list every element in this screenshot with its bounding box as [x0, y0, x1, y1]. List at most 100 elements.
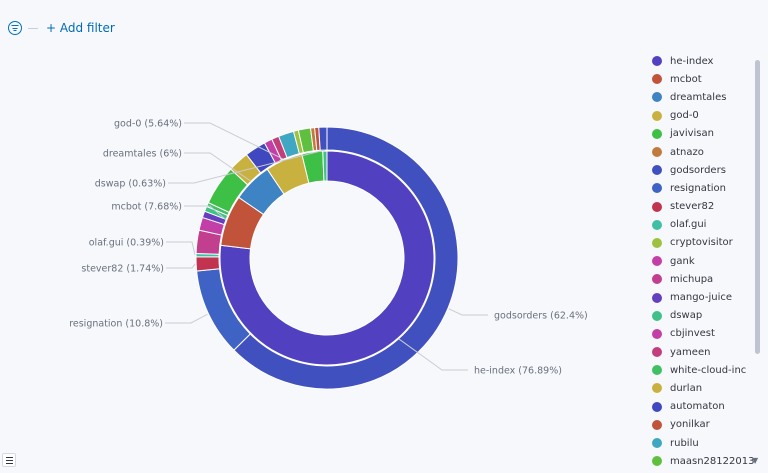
- inner-slice-dswap[interactable]: [322, 150, 328, 182]
- leader-line-olaf-gui: [166, 241, 196, 256]
- legend-label: stever82: [670, 201, 715, 213]
- legend-swatch: [652, 92, 662, 103]
- callout-label-dswap: dswap (0.63%): [95, 179, 166, 190]
- legend-label: dswap: [670, 310, 703, 322]
- legend-label: mango-juice: [670, 292, 733, 304]
- outer-slice-stever82[interactable]: [195, 256, 221, 272]
- legend-item-maasn28122013[interactable]: maasn28122013: [652, 452, 754, 470]
- legend-swatch: [652, 347, 662, 358]
- legend-item-automaton[interactable]: automaton: [652, 398, 748, 416]
- legend-item-cryptovisitor[interactable]: cryptovisitor: [652, 234, 748, 252]
- legend-swatch: [652, 310, 662, 321]
- legend-swatch: [652, 456, 662, 467]
- filter-divider: [28, 27, 38, 29]
- leader-line-mcbot: [184, 205, 227, 221]
- legend-label: durlan: [670, 382, 703, 394]
- filter-bar: + Add filter: [8, 18, 115, 38]
- legend-swatch: [652, 292, 662, 303]
- legend-item-rubilu[interactable]: rubilu: [652, 434, 748, 452]
- callout-label-olaf-gui: olaf.gui (0.39%): [89, 238, 164, 249]
- outer-slice-godsorders[interactable]: [318, 126, 328, 151]
- legend-label: yonilkar: [670, 419, 710, 431]
- leader-line-godsorders: [448, 308, 488, 316]
- legend-swatch: [652, 419, 662, 430]
- legend-item-god-0[interactable]: god-0: [652, 107, 748, 125]
- chevron-down-icon[interactable]: ▼: [752, 456, 759, 465]
- legend-item-dreamtales[interactable]: dreamtales: [652, 88, 748, 106]
- leader-line-god-0: [184, 122, 284, 160]
- legend-item-durlan[interactable]: durlan: [652, 379, 748, 397]
- legend-item-yameen[interactable]: yameen: [652, 343, 748, 361]
- legend-swatch: [652, 128, 662, 139]
- legend-swatch: [652, 274, 662, 285]
- callout-label-godsorders: godsorders (62.4%): [494, 311, 588, 322]
- legend-label: cryptovisitor: [670, 237, 733, 249]
- legend-label: michupa: [670, 273, 714, 285]
- legend-scrollbar[interactable]: [755, 60, 760, 354]
- legend-label: resignation: [670, 182, 727, 194]
- legend-item-gank[interactable]: gank: [652, 252, 748, 270]
- legend-swatch: [652, 110, 662, 121]
- callout-label-stever82: stever82 (1.74%): [81, 264, 164, 275]
- legend-item-mcbot[interactable]: mcbot: [652, 70, 748, 88]
- legend-swatch: [652, 256, 662, 267]
- legend-swatch: [652, 74, 662, 85]
- inner-slice-he-index[interactable]: [219, 150, 435, 366]
- legend-swatch: [652, 201, 662, 212]
- legend-item-he-index[interactable]: he-index: [652, 52, 748, 70]
- filter-icon[interactable]: [8, 21, 22, 35]
- legend-item-olaf-gui[interactable]: olaf.gui: [652, 216, 748, 234]
- legend-item-atnazo[interactable]: atnazo: [652, 143, 748, 161]
- legend-swatch: [652, 56, 662, 67]
- legend-item-white-cloud-inc[interactable]: white-cloud-inc: [652, 361, 748, 379]
- leader-line-stever82: [166, 263, 196, 269]
- legend-swatch: [652, 165, 662, 176]
- leader-line-resignation: [165, 313, 208, 324]
- legend-item-dswap[interactable]: dswap: [652, 307, 748, 325]
- legend-label: dreamtales: [670, 91, 727, 103]
- legend-swatch: [652, 183, 662, 194]
- legend-swatch: [652, 237, 662, 248]
- legend-label: gank: [670, 255, 695, 267]
- chart-legend: he-index mcbot dreamtales god-0 javivisan atn…: [652, 52, 754, 470]
- legend-label: cbjinvest: [670, 328, 715, 340]
- callout-label-mcbot: mcbot (7.68%): [111, 202, 182, 213]
- legend-swatch: [652, 219, 662, 230]
- legend-label: yameen: [670, 346, 711, 358]
- legend-label: olaf.gui: [670, 219, 707, 231]
- callout-label-god-0: god-0 (5.64%): [114, 119, 182, 130]
- add-filter-button[interactable]: + Add filter: [46, 21, 115, 35]
- outer-slice-godsorders[interactable]: [233, 126, 459, 390]
- legend-swatch: [652, 365, 662, 376]
- legend-label: rubilu: [670, 437, 699, 449]
- legend-item-javivisan[interactable]: javivisan: [652, 125, 748, 143]
- legend-swatch: [652, 401, 662, 412]
- callout-label-resignation: resignation (10.8%): [69, 319, 163, 330]
- donut-chart: god-0 (5.64%) dreamtales (6%) dswap (0.63%…: [69, 119, 588, 390]
- leader-line-he-index: [398, 338, 468, 371]
- legend-label: god-0: [670, 110, 699, 122]
- legend-item-yonilkar[interactable]: yonilkar: [652, 416, 748, 434]
- legend-swatch: [652, 383, 662, 394]
- legend-label: javivisan: [670, 128, 714, 140]
- legend-item-cbjinvest[interactable]: cbjinvest: [652, 325, 748, 343]
- legend-item-michupa[interactable]: michupa: [652, 270, 748, 288]
- legend-label: maasn28122013: [670, 455, 755, 467]
- legend-label: atnazo: [670, 146, 704, 158]
- legend-label: godsorders: [670, 164, 726, 176]
- legend-item-stever82[interactable]: stever82: [652, 198, 748, 216]
- legend-label: automaton: [670, 401, 725, 413]
- legend-label: he-index: [670, 55, 714, 67]
- callout-label-dreamtales: dreamtales (6%): [103, 149, 182, 160]
- callout-label-he-index: he-index (76.89%): [474, 366, 562, 377]
- legend-swatch: [652, 328, 662, 339]
- legend-label: white-cloud-inc: [670, 364, 747, 376]
- legend-label: mcbot: [670, 73, 702, 85]
- legend-swatch: [652, 438, 662, 449]
- leader-line-dswap: [168, 149, 325, 184]
- legend-item-resignation[interactable]: resignation: [652, 179, 748, 197]
- legend-item-mango-juice[interactable]: mango-juice: [652, 288, 748, 306]
- legend-item-godsorders[interactable]: godsorders: [652, 161, 748, 179]
- legend-swatch: [652, 147, 662, 158]
- list-icon[interactable]: [2, 453, 16, 467]
